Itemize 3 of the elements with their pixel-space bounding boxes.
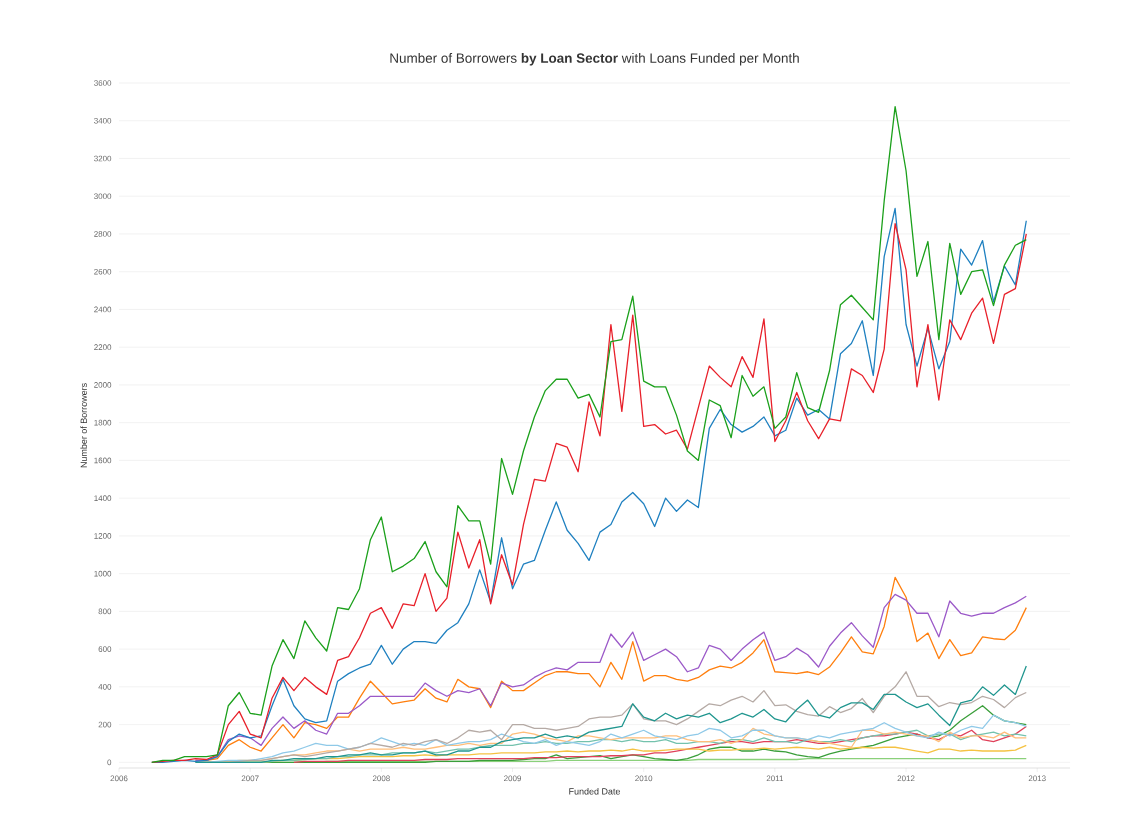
y-axis-title: Number of Borrowers bbox=[80, 383, 87, 468]
x-axis-title: Funded Date bbox=[569, 787, 621, 795]
chart-title: Number of Borrowers by Loan Sector with Loans Funded per Month bbox=[390, 52, 799, 66]
